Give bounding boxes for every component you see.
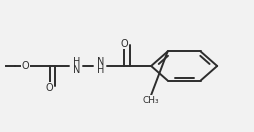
Text: CH₃: CH₃ xyxy=(143,96,160,105)
Text: O: O xyxy=(22,61,29,71)
Text: O: O xyxy=(121,39,128,49)
Text: N
H: N H xyxy=(97,57,104,75)
Text: O: O xyxy=(46,83,53,93)
Text: H
N: H N xyxy=(72,57,80,75)
